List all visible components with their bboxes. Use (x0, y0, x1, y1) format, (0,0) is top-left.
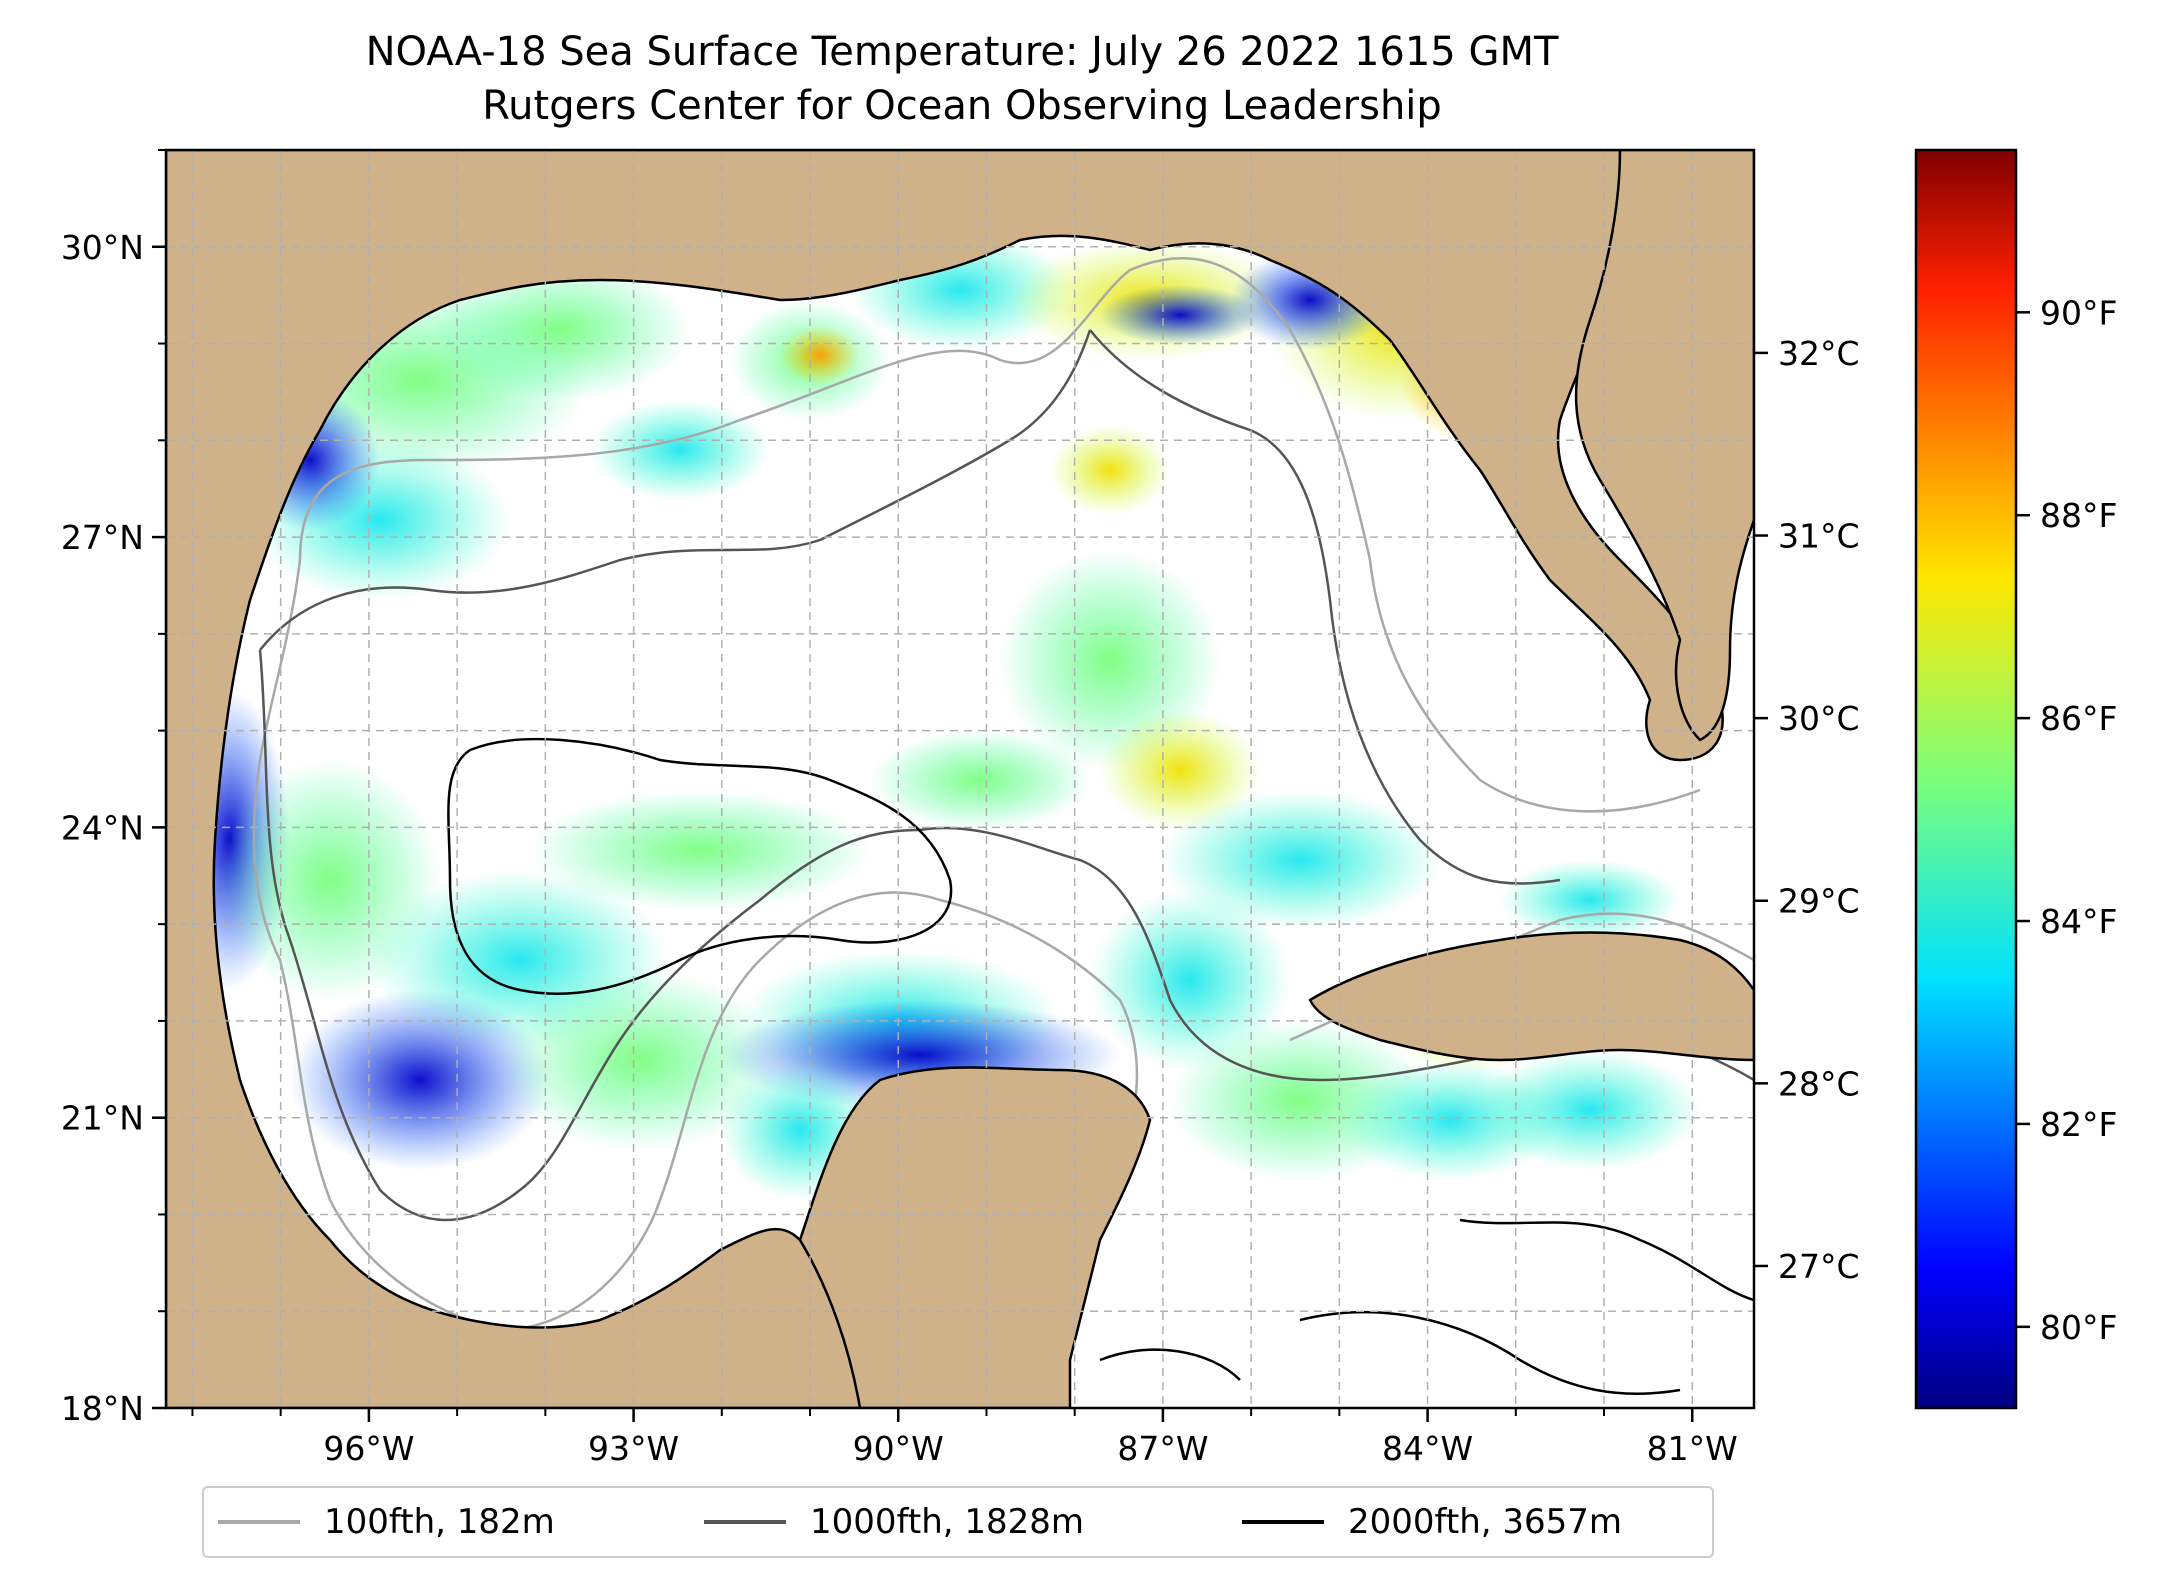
legend: 100fth, 182m 1000fth, 1828m 2000fth, 365… (202, 1486, 1714, 1558)
legend-item-1000fth: 1000fth, 1828m (704, 1488, 1084, 1556)
land-florida-peninsula (1574, 150, 1754, 742)
chart-title: NOAA-18 Sea Surface Temperature: July 26… (365, 29, 1559, 75)
land-cuba (1308, 931, 1754, 1062)
map-gridlines (166, 150, 1754, 1408)
colorbar-f-label: 84°F (2040, 902, 2117, 941)
legend-swatch-2000fth (1242, 1520, 1324, 1524)
colorbar-c-label: 32°C (1778, 334, 1860, 373)
lat-tick-label: 24°N (61, 808, 144, 847)
colorbar (1914, 148, 2018, 1410)
legend-swatch-1000fth (704, 1520, 786, 1524)
map-frame (164, 148, 1756, 1410)
lat-tick-label: 27°N (61, 518, 144, 557)
legend-swatch-100fth (218, 1520, 300, 1524)
legend-label-1000fth: 1000fth, 1828m (810, 1502, 1085, 1542)
land-masses (166, 150, 1754, 1408)
lon-tick-label: 93°W (588, 1429, 679, 1468)
colorbar-c-label: 30°C (1778, 699, 1860, 738)
lon-tick-label: 84°W (1382, 1429, 1473, 1468)
colorbar-c-label: 27°C (1778, 1247, 1860, 1286)
colorbar-c-label: 28°C (1778, 1064, 1860, 1103)
lon-tick-label: 96°W (323, 1429, 414, 1468)
legend-label-2000fth: 2000fth, 3657m (1348, 1502, 1623, 1542)
colorbar-f-label: 88°F (2040, 496, 2117, 535)
lon-tick-label: 90°W (853, 1429, 944, 1468)
map-area (166, 150, 1754, 1408)
legend-item-100fth: 100fth, 182m (218, 1488, 555, 1556)
colorbar-f-label: 80°F (2040, 1308, 2117, 1347)
colorbar-f-label: 82°F (2040, 1105, 2117, 1144)
legend-label-100fth: 100fth, 182m (324, 1502, 555, 1542)
contour-2000fth (447, 737, 1754, 1395)
colorbar-c-label: 31°C (1778, 517, 1860, 556)
colorbar-celsius-axis: 27°C 28°C 29°C 30°C 31°C 32°C (1754, 334, 1860, 1286)
lon-tick-label: 81°W (1647, 1429, 1738, 1468)
legend-item-2000fth: 2000fth, 3657m (1242, 1488, 1622, 1556)
longitude-axis: 96°W 93°W 90°W 87°W 84°W 81°W (191, 1408, 1738, 1468)
colorbar-c-label: 29°C (1778, 882, 1860, 921)
lat-tick-label: 30°N (61, 228, 144, 267)
land-north-america (166, 150, 1724, 1408)
colorbar-f-label: 90°F (2040, 293, 2117, 332)
chart-subtitle: Rutgers Center for Ocean Observing Leade… (482, 83, 1442, 129)
latitude-axis: 18°N 21°N 24°N 27°N 30°N (61, 149, 166, 1428)
lat-tick-label: 18°N (61, 1389, 144, 1428)
lon-tick-label: 87°W (1117, 1429, 1208, 1468)
lat-tick-label: 21°N (61, 1099, 144, 1138)
colorbar-fahrenheit-axis: 80°F 82°F 84°F 86°F 88°F 90°F (2016, 293, 2117, 1347)
colorbar-f-label: 86°F (2040, 699, 2117, 738)
